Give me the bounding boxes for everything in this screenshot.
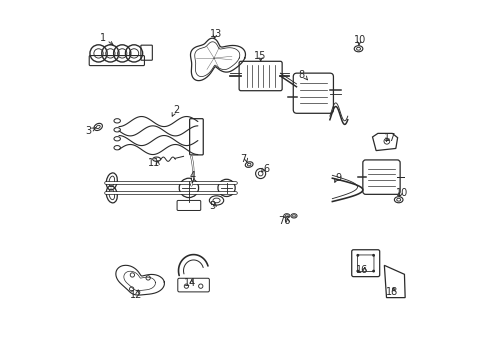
- Text: 76: 76: [278, 216, 290, 226]
- Text: 4: 4: [189, 171, 195, 181]
- Text: 18: 18: [386, 287, 398, 297]
- Text: 11: 11: [148, 158, 160, 168]
- Text: 5: 5: [209, 201, 215, 211]
- Text: 10: 10: [395, 188, 407, 198]
- Circle shape: [371, 270, 374, 273]
- Text: 3: 3: [85, 126, 91, 135]
- Text: 12: 12: [130, 291, 142, 301]
- Text: 17: 17: [383, 133, 395, 143]
- Circle shape: [371, 254, 374, 257]
- Text: 1: 1: [100, 33, 106, 43]
- Text: 13: 13: [209, 29, 222, 39]
- Text: 2: 2: [173, 105, 179, 115]
- Text: 16: 16: [355, 265, 367, 275]
- Text: 15: 15: [254, 51, 266, 61]
- Text: 6: 6: [263, 164, 268, 174]
- Circle shape: [356, 270, 359, 273]
- Text: 8: 8: [298, 70, 305, 80]
- Text: 10: 10: [353, 35, 366, 45]
- Text: 14: 14: [183, 278, 196, 288]
- Circle shape: [356, 254, 359, 257]
- Text: 7: 7: [240, 154, 246, 164]
- Text: 9: 9: [335, 173, 341, 183]
